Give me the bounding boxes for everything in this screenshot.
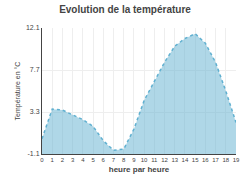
svg-text:13: 13 xyxy=(171,157,178,163)
svg-text:3: 3 xyxy=(71,157,75,163)
svg-text:18: 18 xyxy=(222,157,229,163)
svg-text:10: 10 xyxy=(141,157,148,163)
svg-text:17: 17 xyxy=(212,157,219,163)
svg-text:Evolution de la température: Evolution de la température xyxy=(59,4,191,15)
svg-text:14: 14 xyxy=(182,157,189,163)
svg-text:4: 4 xyxy=(81,157,85,163)
svg-text:Température en °C: Température en °C xyxy=(14,62,22,121)
svg-text:7.7: 7.7 xyxy=(30,66,40,73)
svg-text:8: 8 xyxy=(122,157,126,163)
svg-text:3.3: 3.3 xyxy=(30,108,40,115)
svg-text:12.1: 12.1 xyxy=(26,24,40,31)
svg-text:15: 15 xyxy=(192,157,199,163)
svg-text:1: 1 xyxy=(51,157,55,163)
svg-text:-1.1: -1.1 xyxy=(28,150,40,157)
svg-text:2: 2 xyxy=(61,157,65,163)
svg-text:9: 9 xyxy=(132,157,136,163)
svg-text:12: 12 xyxy=(161,157,168,163)
svg-text:0: 0 xyxy=(40,157,44,163)
svg-text:heure par heure: heure par heure xyxy=(109,165,170,174)
svg-text:16: 16 xyxy=(202,157,209,163)
svg-text:5: 5 xyxy=(91,157,95,163)
svg-text:6: 6 xyxy=(102,157,106,163)
svg-text:19: 19 xyxy=(233,157,240,163)
svg-text:11: 11 xyxy=(151,157,158,163)
svg-text:7: 7 xyxy=(112,157,116,163)
